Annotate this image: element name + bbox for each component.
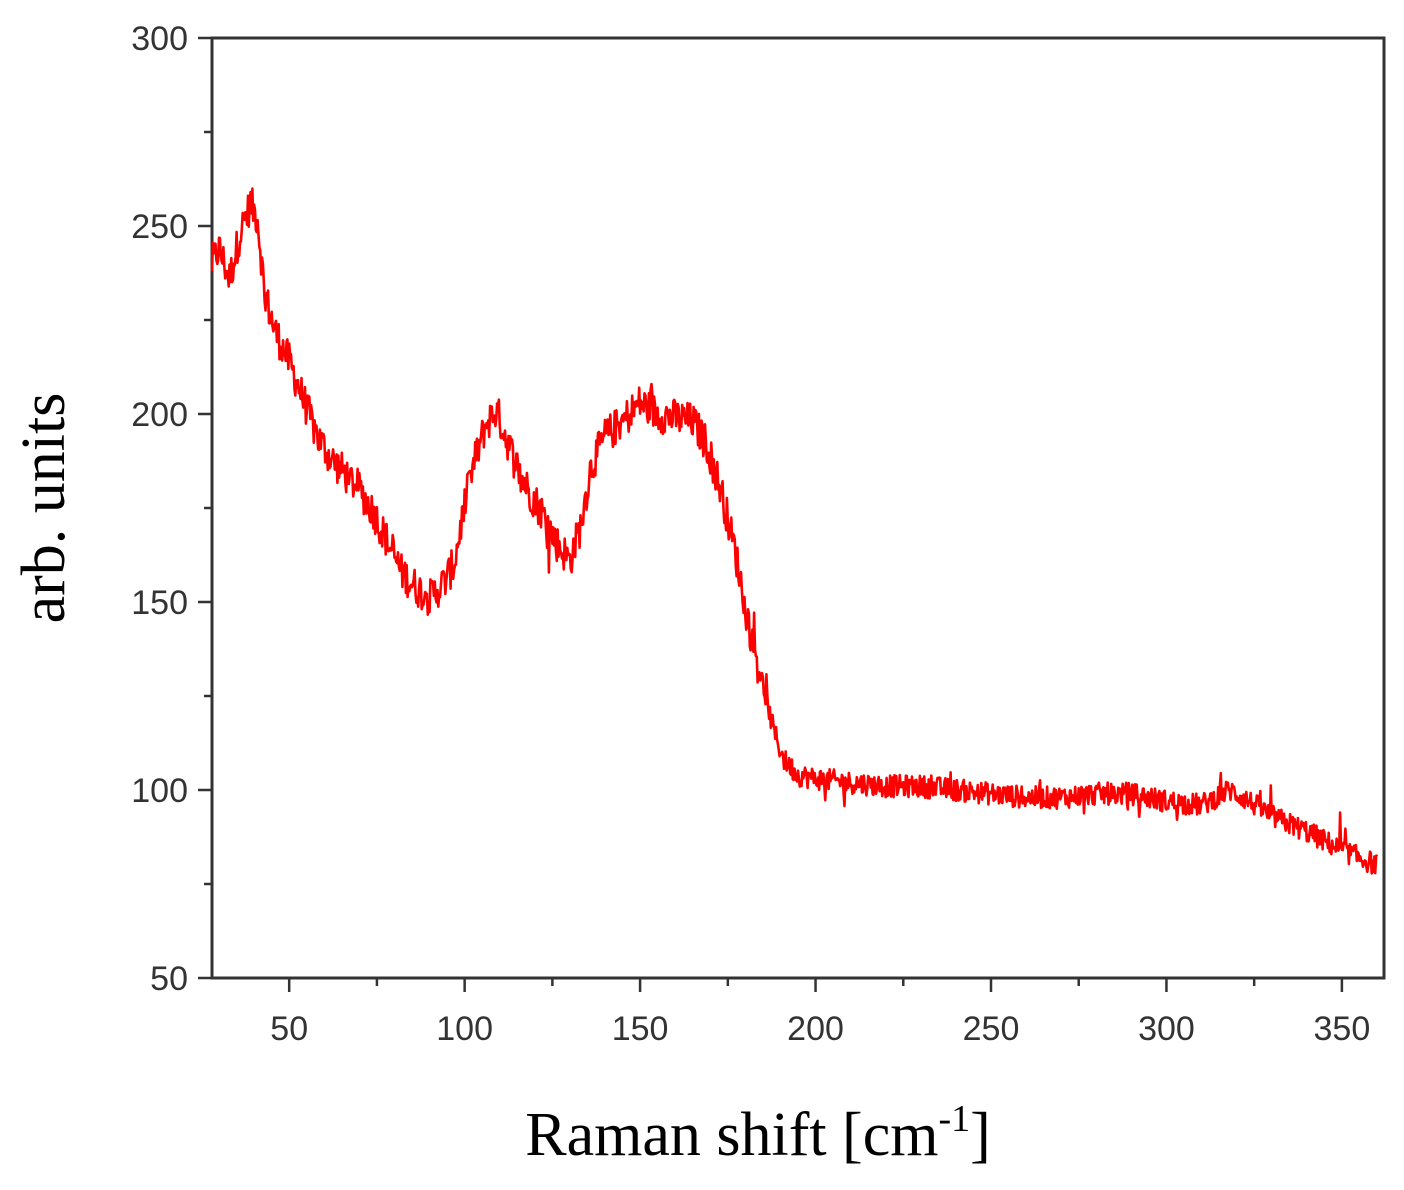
x-tick-label: 100 — [436, 1010, 493, 1048]
x-tick-label: 200 — [787, 1010, 844, 1048]
x-axis-title-suffix: ] — [970, 1101, 991, 1169]
y-tick-label: 250 — [131, 208, 188, 246]
y-tick-label: 50 — [150, 960, 188, 998]
x-tick-label: 350 — [1314, 1010, 1371, 1048]
spectrum-line — [210, 187, 1379, 875]
y-tick-label: 300 — [131, 20, 188, 58]
x-axis-title: Raman shift [cm-1] — [525, 1098, 991, 1169]
y-tick-label: 200 — [131, 396, 188, 434]
x-tick-label: 300 — [1138, 1010, 1195, 1048]
y-axis-title: arb. units — [10, 393, 78, 624]
y-tick-label: 100 — [131, 772, 188, 810]
y-tick-label: 150 — [131, 584, 188, 622]
x-tick-label: 50 — [270, 1010, 308, 1048]
x-tick-label: 150 — [612, 1010, 669, 1048]
y-axis-ticks: 50 100 150 200 250 300 — [131, 20, 212, 998]
x-tick-label: 250 — [963, 1010, 1020, 1048]
plot-frame — [210, 36, 1386, 980]
x-axis-ticks: 50 100 150 200 250 300 350 — [270, 978, 1370, 1048]
x-axis-title-superscript: -1 — [938, 1098, 970, 1140]
